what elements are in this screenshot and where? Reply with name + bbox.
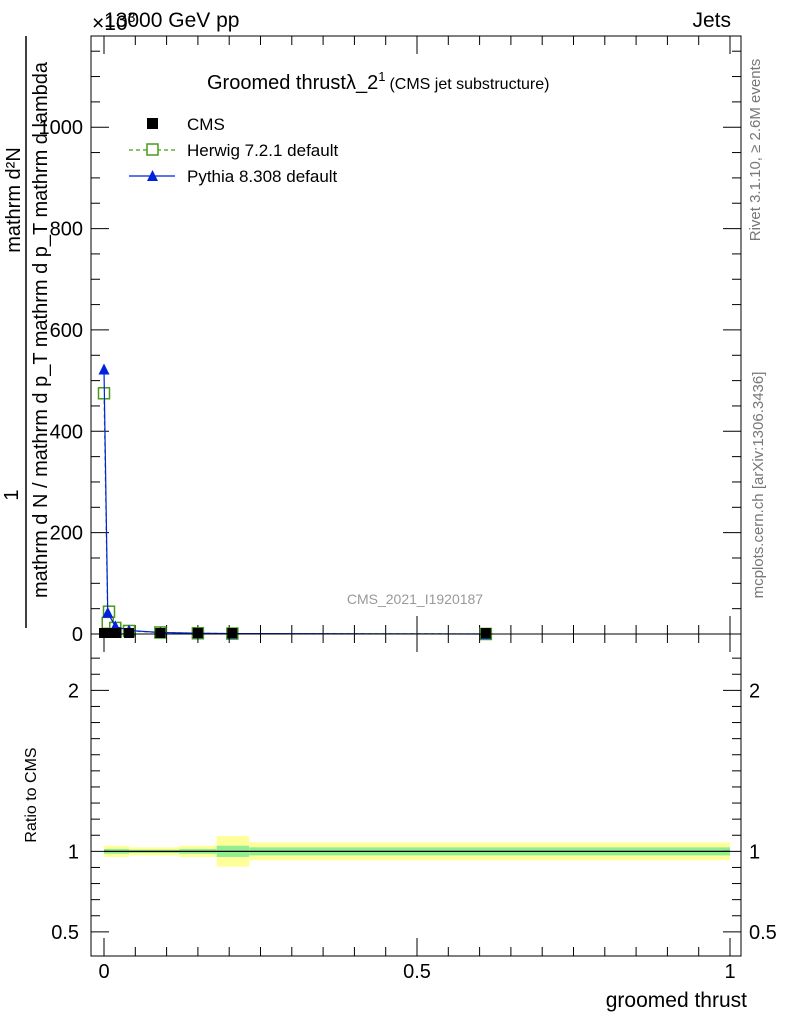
collision-label: 13000 GeV pp (104, 9, 239, 32)
y-label-denominator: mathrm d N / mathrm d p_T mathrm d p_T m… (30, 61, 52, 598)
plot-title: Groomed thrustλ_21 (CMS jet substructure) (207, 69, 549, 94)
x-tick-label: 1 (724, 961, 735, 983)
ratio-y-tick-label-right: 1 (749, 841, 760, 863)
ratio-y-tick-label: 1 (68, 841, 79, 863)
legend-cms-label: CMS (187, 115, 225, 134)
main-y-tick-label: 200 (50, 523, 83, 545)
x-tick-label: 0 (98, 961, 109, 983)
pythia-point (98, 363, 110, 375)
ratio-y-label: Ratio to CMS (23, 747, 40, 842)
rivet-version-label: Rivet 3.1.10, ≥ 2.6M events (747, 59, 764, 242)
mcplots-label: mcplots.cern.ch [arXiv:1306.3436] (750, 372, 767, 599)
cms-point (111, 628, 122, 638)
main-y-ticks: 0 200 400 600 800 1000 (39, 50, 741, 646)
process-label: Jets (692, 9, 731, 32)
legend: CMS Herwig 7.2.1 default Pythia 8.308 de… (129, 115, 338, 186)
pythia-point (102, 606, 114, 618)
legend-cms-marker (147, 118, 158, 129)
cms-point (124, 628, 135, 638)
ratio-y-tick-label-right: 2 (749, 680, 760, 702)
legend-pythia-label: Pythia 8.308 default (187, 167, 338, 186)
cms-point (192, 628, 203, 638)
cms-point (480, 628, 491, 638)
ratio-y-tick-label-right: 0.5 (749, 922, 777, 944)
ratio-y-tick-label: 0.5 (51, 922, 79, 944)
cms-point (105, 628, 116, 638)
multiplier-label: ×103 (92, 9, 136, 35)
cms-point (155, 628, 166, 638)
main-y-tick-label: 0 (72, 624, 83, 646)
main-y-tick-label: 400 (50, 421, 83, 443)
legend-herwig-marker (146, 143, 159, 156)
ratio-x-ticks: 0 0.5 1 (98, 634, 736, 983)
cms-point (227, 628, 238, 638)
legend-herwig-label: Herwig 7.2.1 default (187, 141, 338, 160)
y-label-one: 1 (1, 489, 23, 500)
analysis-watermark: CMS_2021_I1920187 (347, 591, 483, 607)
ratio-panel-frame (90, 633, 742, 957)
main-y-tick-label: 800 (50, 219, 83, 241)
legend-pythia-marker (147, 170, 158, 181)
y-label-numerator: mathrm d²N (3, 147, 25, 253)
ratio-y-tick-label: 2 (68, 680, 79, 702)
ratio-y-ticks: 0.5 0.5 1 1 2 2 (51, 657, 777, 944)
cms-point (99, 628, 109, 638)
x-axis-label: groomed thrust (606, 989, 747, 1012)
main-y-tick-label: 1000 (39, 117, 84, 139)
main-y-label: 1 mathrm d²N mathrm d N / mathrm d p_T m… (1, 36, 52, 628)
x-tick-label: 0.5 (403, 961, 431, 983)
main-y-tick-label: 600 (50, 320, 83, 342)
